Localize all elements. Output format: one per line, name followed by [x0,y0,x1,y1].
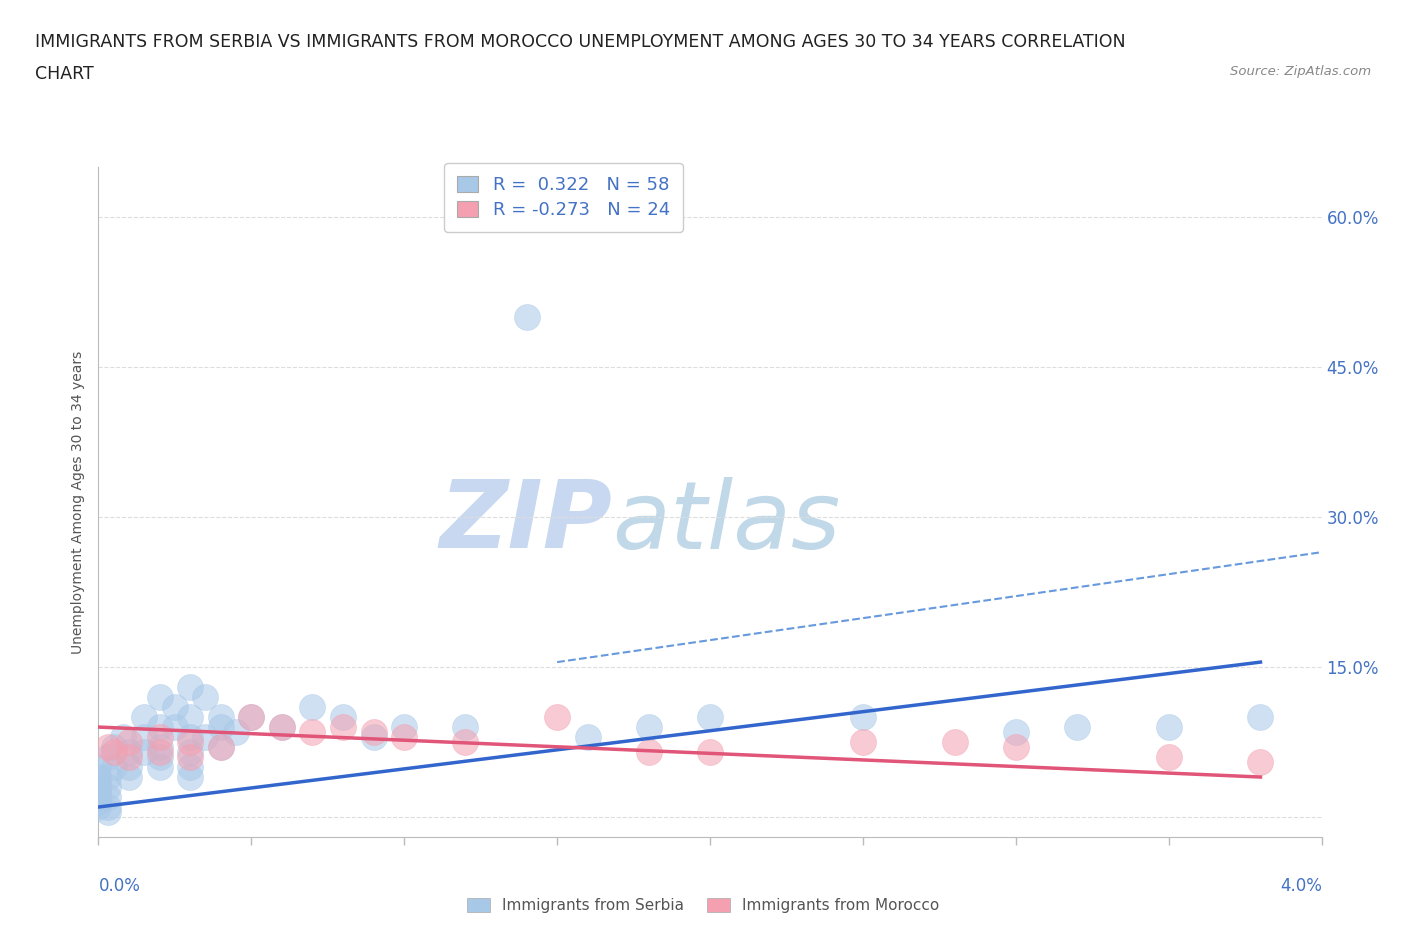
Point [149,730,172,745]
Point [149,739,172,754]
Point [516,310,538,325]
Point [97,770,120,785]
Point [97,804,120,819]
Text: atlas: atlas [612,477,841,568]
Point [699,710,721,724]
Point [454,720,477,735]
Point [87,794,110,809]
Point [97,790,120,804]
Point [363,724,385,739]
Point [179,770,201,785]
Point [87,760,110,775]
Point [87,800,110,815]
Point [134,710,156,724]
Point [1249,754,1271,769]
Point [103,745,125,760]
Text: ZIP: ZIP [439,476,612,568]
Point [118,770,141,785]
Point [1249,710,1271,724]
Point [118,750,141,764]
Point [87,779,110,794]
Point [943,735,966,750]
Point [179,745,201,760]
Point [209,739,232,754]
Text: Source: ZipAtlas.com: Source: ZipAtlas.com [1230,65,1371,78]
Point [149,690,172,705]
Point [194,690,217,705]
Point [179,760,201,775]
Point [118,760,141,775]
Point [111,730,134,745]
Point [1004,739,1026,754]
Point [637,745,661,760]
Point [1157,720,1180,735]
Point [392,720,416,735]
Point [179,680,201,695]
Point [179,730,201,745]
Point [97,739,120,754]
Point [852,735,875,750]
Point [240,710,263,724]
Point [576,730,599,745]
Point [194,730,217,745]
Legend: R =  0.322   N = 58, R = -0.273   N = 24: R = 0.322 N = 58, R = -0.273 N = 24 [444,163,682,232]
Point [270,720,294,735]
Point [118,745,141,760]
Point [209,710,232,724]
Point [852,710,875,724]
Point [149,720,172,735]
Point [87,785,110,800]
Point [699,745,721,760]
Point [149,750,172,764]
Point [270,720,294,735]
Point [301,699,323,714]
Point [134,730,156,745]
Text: IMMIGRANTS FROM SERBIA VS IMMIGRANTS FROM MOROCCO UNEMPLOYMENT AMONG AGES 30 TO : IMMIGRANTS FROM SERBIA VS IMMIGRANTS FRO… [35,33,1126,50]
Point [392,730,416,745]
Legend: Immigrants from Serbia, Immigrants from Morocco: Immigrants from Serbia, Immigrants from … [463,894,943,918]
Point [332,720,354,735]
Y-axis label: Unemployment Among Ages 30 to 34 years: Unemployment Among Ages 30 to 34 years [70,351,84,654]
Point [97,779,120,794]
Point [87,770,110,785]
Point [301,724,323,739]
Text: 4.0%: 4.0% [1279,877,1322,896]
Point [546,710,568,724]
Point [1066,720,1088,735]
Point [209,720,232,735]
Point [163,720,186,735]
Point [209,739,232,754]
Point [163,699,186,714]
Point [97,750,120,764]
Point [97,800,120,815]
Point [149,760,172,775]
Point [87,775,110,790]
Point [103,760,125,775]
Point [134,745,156,760]
Point [179,735,201,750]
Text: 0.0%: 0.0% [98,877,141,896]
Point [179,710,201,724]
Text: CHART: CHART [35,65,94,83]
Point [225,724,247,739]
Point [363,730,385,745]
Point [103,739,125,754]
Point [1157,750,1180,764]
Point [149,745,172,760]
Point [240,710,263,724]
Point [637,720,661,735]
Point [87,790,110,804]
Point [179,750,201,764]
Point [1004,724,1026,739]
Point [454,735,477,750]
Point [332,710,354,724]
Point [118,735,141,750]
